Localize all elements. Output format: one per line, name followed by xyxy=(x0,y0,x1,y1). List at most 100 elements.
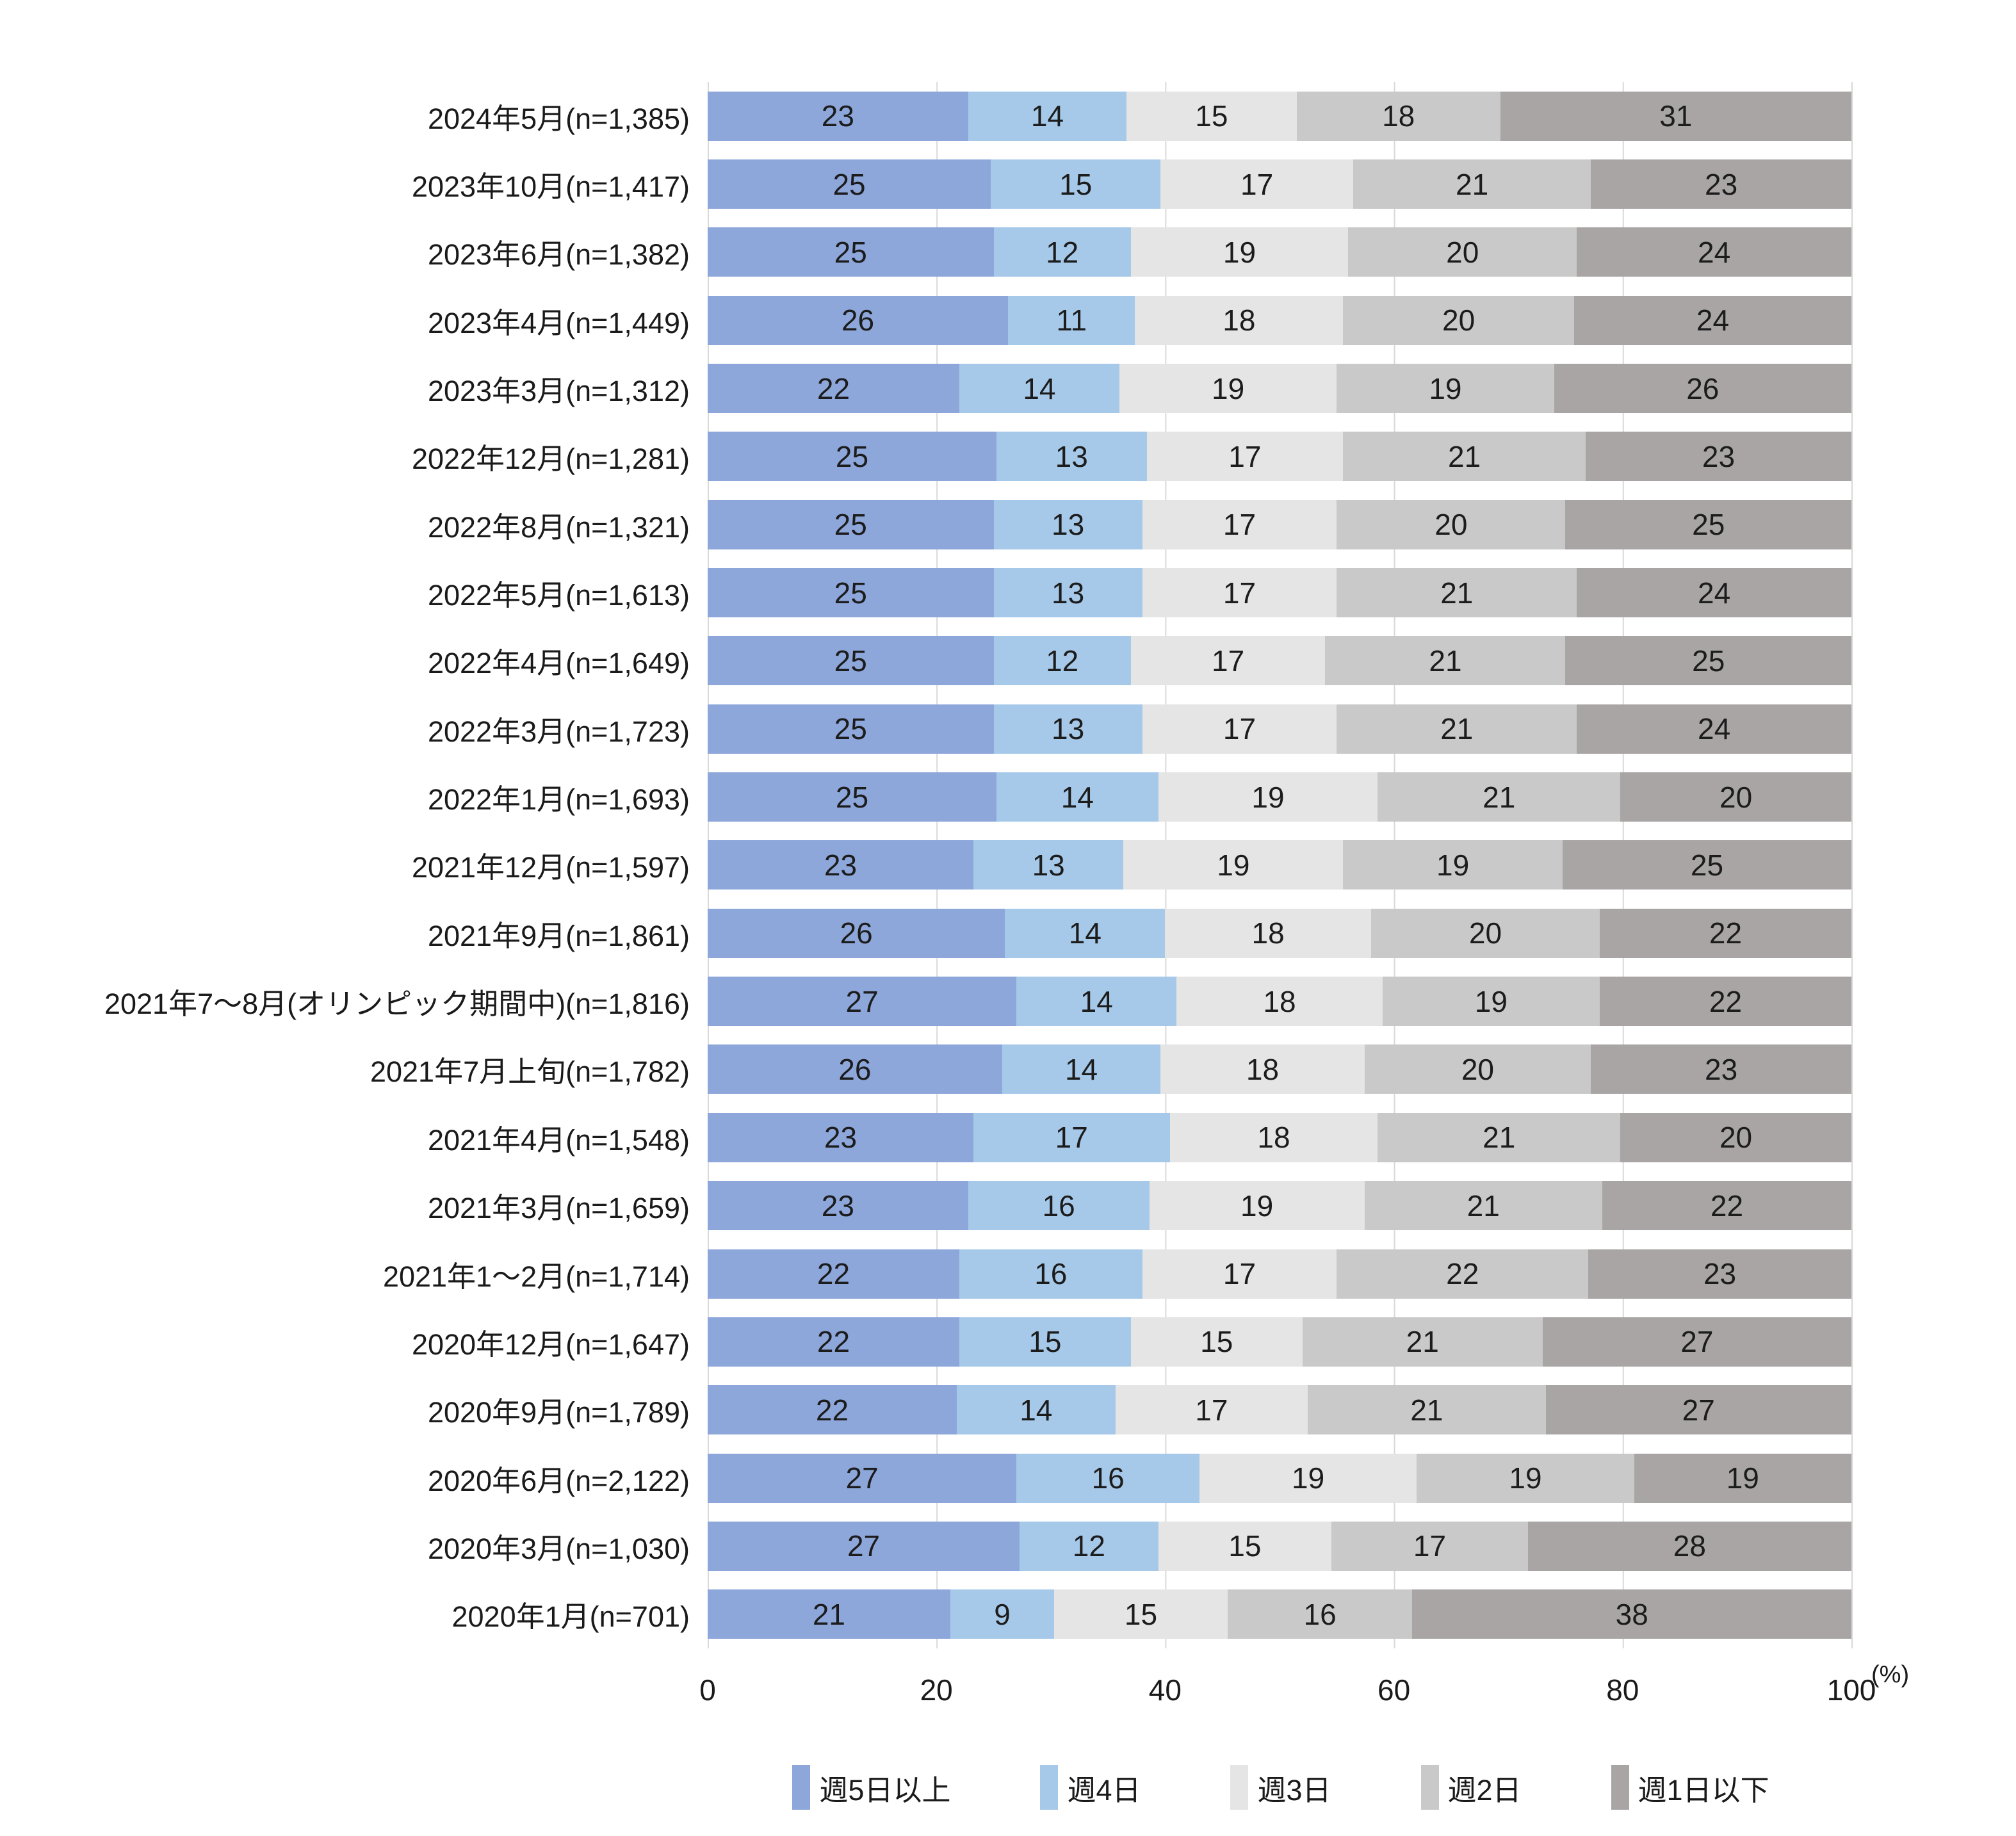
segment-value-label: 22 xyxy=(1709,984,1743,1018)
segment-value-label: 9 xyxy=(994,1597,1011,1631)
bar-segment-週1日以下: 25 xyxy=(1565,636,1851,686)
segment-value-label: 21 xyxy=(1467,1189,1500,1223)
segment-value-label: 19 xyxy=(1223,235,1256,269)
legend-item-週2日: 週2日 xyxy=(1420,1765,1522,1810)
chart-rows: 2024年5月(n=1,385) 23 14 15 18 31 2023年10月(n=1,4… xyxy=(0,82,1851,1648)
bar-segment-週2日: 21 xyxy=(1325,636,1566,686)
bar-segment-週3日: 17 xyxy=(1130,636,1326,686)
chart-row: 2023年3月(n=1,312) 22 14 19 19 26 xyxy=(0,364,1851,414)
category-label: 2022年1月(n=1,693) xyxy=(427,783,690,816)
segment-value-label: 19 xyxy=(1436,848,1470,882)
bar-segment-週4日: 15 xyxy=(991,159,1161,209)
segment-value-label: 14 xyxy=(1020,1393,1053,1427)
bar-segment-週5日以上: 22 xyxy=(708,1249,959,1299)
bar-segment-週1日以下: 23 xyxy=(1588,1249,1851,1299)
segment-value-label: 17 xyxy=(1195,1393,1228,1427)
segment-value-label: 11 xyxy=(1056,304,1087,337)
segment-value-label: 25 xyxy=(1690,848,1724,882)
stacked-bar: 26 11 18 20 24 xyxy=(708,295,1851,345)
bar-segment-週1日以下: 25 xyxy=(1565,500,1851,549)
segment-value-label: 31 xyxy=(1659,99,1693,133)
segment-value-label: 21 xyxy=(812,1597,845,1631)
bar-segment-週5日以上: 25 xyxy=(708,636,994,686)
chart-row: 2021年7月上旬(n=1,782) 26 14 18 20 23 xyxy=(0,1044,1851,1094)
segment-value-label: 15 xyxy=(1028,1325,1062,1359)
segment-value-label: 17 xyxy=(1223,576,1256,610)
chart-row: 2023年6月(n=1,382) 25 12 19 20 24 xyxy=(0,227,1851,277)
bar-segment-週5日以上: 23 xyxy=(708,840,973,890)
segment-value-label: 17 xyxy=(1223,1257,1256,1291)
bar-segment-週4日: 14 xyxy=(1016,977,1177,1027)
segment-value-label: 21 xyxy=(1406,1325,1439,1359)
segment-value-label: 15 xyxy=(1228,1529,1262,1563)
bar-segment-週2日: 21 xyxy=(1378,1112,1621,1162)
bar-segment-週2日: 20 xyxy=(1348,227,1577,277)
bar-segment-週3日: 15 xyxy=(1054,1589,1228,1639)
bar-segment-週1日以下: 23 xyxy=(1591,1044,1851,1094)
segment-value-label: 18 xyxy=(1246,1052,1280,1086)
chart-row: 2022年12月(n=1,281) 25 13 17 21 23 xyxy=(0,432,1851,482)
bar-segment-週5日以上: 27 xyxy=(708,977,1017,1027)
x-axis: (%) 0 20 40 60 80 100 xyxy=(0,1661,2016,1718)
x-axis-tick-label: 20 xyxy=(920,1673,953,1707)
bar-segment-週2日: 21 xyxy=(1337,704,1577,754)
bar-segment-週5日以上: 21 xyxy=(708,1589,950,1639)
bar-segment-週3日: 19 xyxy=(1123,840,1344,890)
bar-segment-週1日以下: 22 xyxy=(1600,977,1851,1027)
segment-value-label: 25 xyxy=(1692,644,1725,678)
segment-value-label: 17 xyxy=(1223,712,1256,746)
segment-value-label: 19 xyxy=(1212,371,1245,405)
category-label: 2024年5月(n=1,385) xyxy=(427,102,690,135)
bar-segment-週3日: 19 xyxy=(1158,772,1378,822)
segment-value-label: 21 xyxy=(1483,1121,1516,1155)
segment-value-label: 21 xyxy=(1448,439,1481,473)
legend-item-週3日: 週3日 xyxy=(1230,1765,1331,1810)
segment-value-label: 17 xyxy=(1240,167,1274,201)
bar-segment-週5日以上: 25 xyxy=(708,772,996,822)
bar-segment-週4日: 13 xyxy=(993,500,1142,549)
chart-row: 2021年9月(n=1,861) 26 14 18 20 22 xyxy=(0,908,1851,958)
bar-segment-週3日: 19 xyxy=(1130,227,1349,277)
segment-value-label: 25 xyxy=(834,644,867,678)
bar-segment-週2日: 21 xyxy=(1308,1385,1546,1435)
segment-value-label: 22 xyxy=(817,371,850,405)
segment-value-label: 13 xyxy=(1032,848,1065,882)
legend-label: 週3日 xyxy=(1257,1773,1331,1807)
segment-value-label: 16 xyxy=(1042,1189,1075,1223)
segment-value-label: 12 xyxy=(1046,644,1079,678)
segment-value-label: 22 xyxy=(1446,1257,1479,1291)
segment-value-label: 14 xyxy=(1030,99,1064,133)
bar-segment-週2日: 21 xyxy=(1353,159,1591,209)
category-label: 2020年12月(n=1,647) xyxy=(411,1328,690,1361)
segment-value-label: 27 xyxy=(847,1529,881,1563)
stacked-bar: 26 14 18 20 23 xyxy=(708,1044,1851,1094)
segment-value-label: 22 xyxy=(1709,916,1743,950)
bar-segment-週4日: 13 xyxy=(993,704,1142,754)
legend-swatch-icon xyxy=(1420,1765,1439,1810)
segment-value-label: 26 xyxy=(840,916,873,950)
legend-label: 週1日以下 xyxy=(1638,1773,1769,1807)
bar-segment-週5日以上: 25 xyxy=(708,704,994,754)
bar-segment-週3日: 17 xyxy=(1115,1385,1308,1435)
bar-segment-週5日以上: 25 xyxy=(708,432,996,482)
bar-segment-週4日: 14 xyxy=(957,1385,1116,1435)
bar-segment-週5日以上: 26 xyxy=(708,1044,1002,1094)
stacked-bar: 23 17 18 21 20 xyxy=(708,1112,1851,1162)
legend-swatch-icon xyxy=(1230,1765,1249,1810)
bar-segment-週2日: 19 xyxy=(1337,364,1554,414)
category-label: 2021年4月(n=1,548) xyxy=(427,1123,690,1157)
segment-value-label: 38 xyxy=(1615,1597,1648,1631)
stacked-bar: 25 13 17 21 24 xyxy=(708,704,1851,754)
legend-label: 週2日 xyxy=(1447,1773,1522,1807)
stacked-bar: 27 14 18 19 22 xyxy=(708,977,1851,1027)
bar-segment-週5日以上: 23 xyxy=(708,1112,973,1162)
bar-segment-週4日: 12 xyxy=(993,227,1131,277)
segment-value-label: 22 xyxy=(817,1325,850,1359)
segment-value-label: 20 xyxy=(1435,508,1468,542)
segment-value-label: 24 xyxy=(1698,712,1731,746)
legend-label: 週5日以上 xyxy=(819,1773,951,1807)
bar-segment-週1日以下: 25 xyxy=(1562,840,1851,890)
segment-value-label: 26 xyxy=(838,1052,872,1086)
segment-value-label: 23 xyxy=(1705,1052,1738,1086)
